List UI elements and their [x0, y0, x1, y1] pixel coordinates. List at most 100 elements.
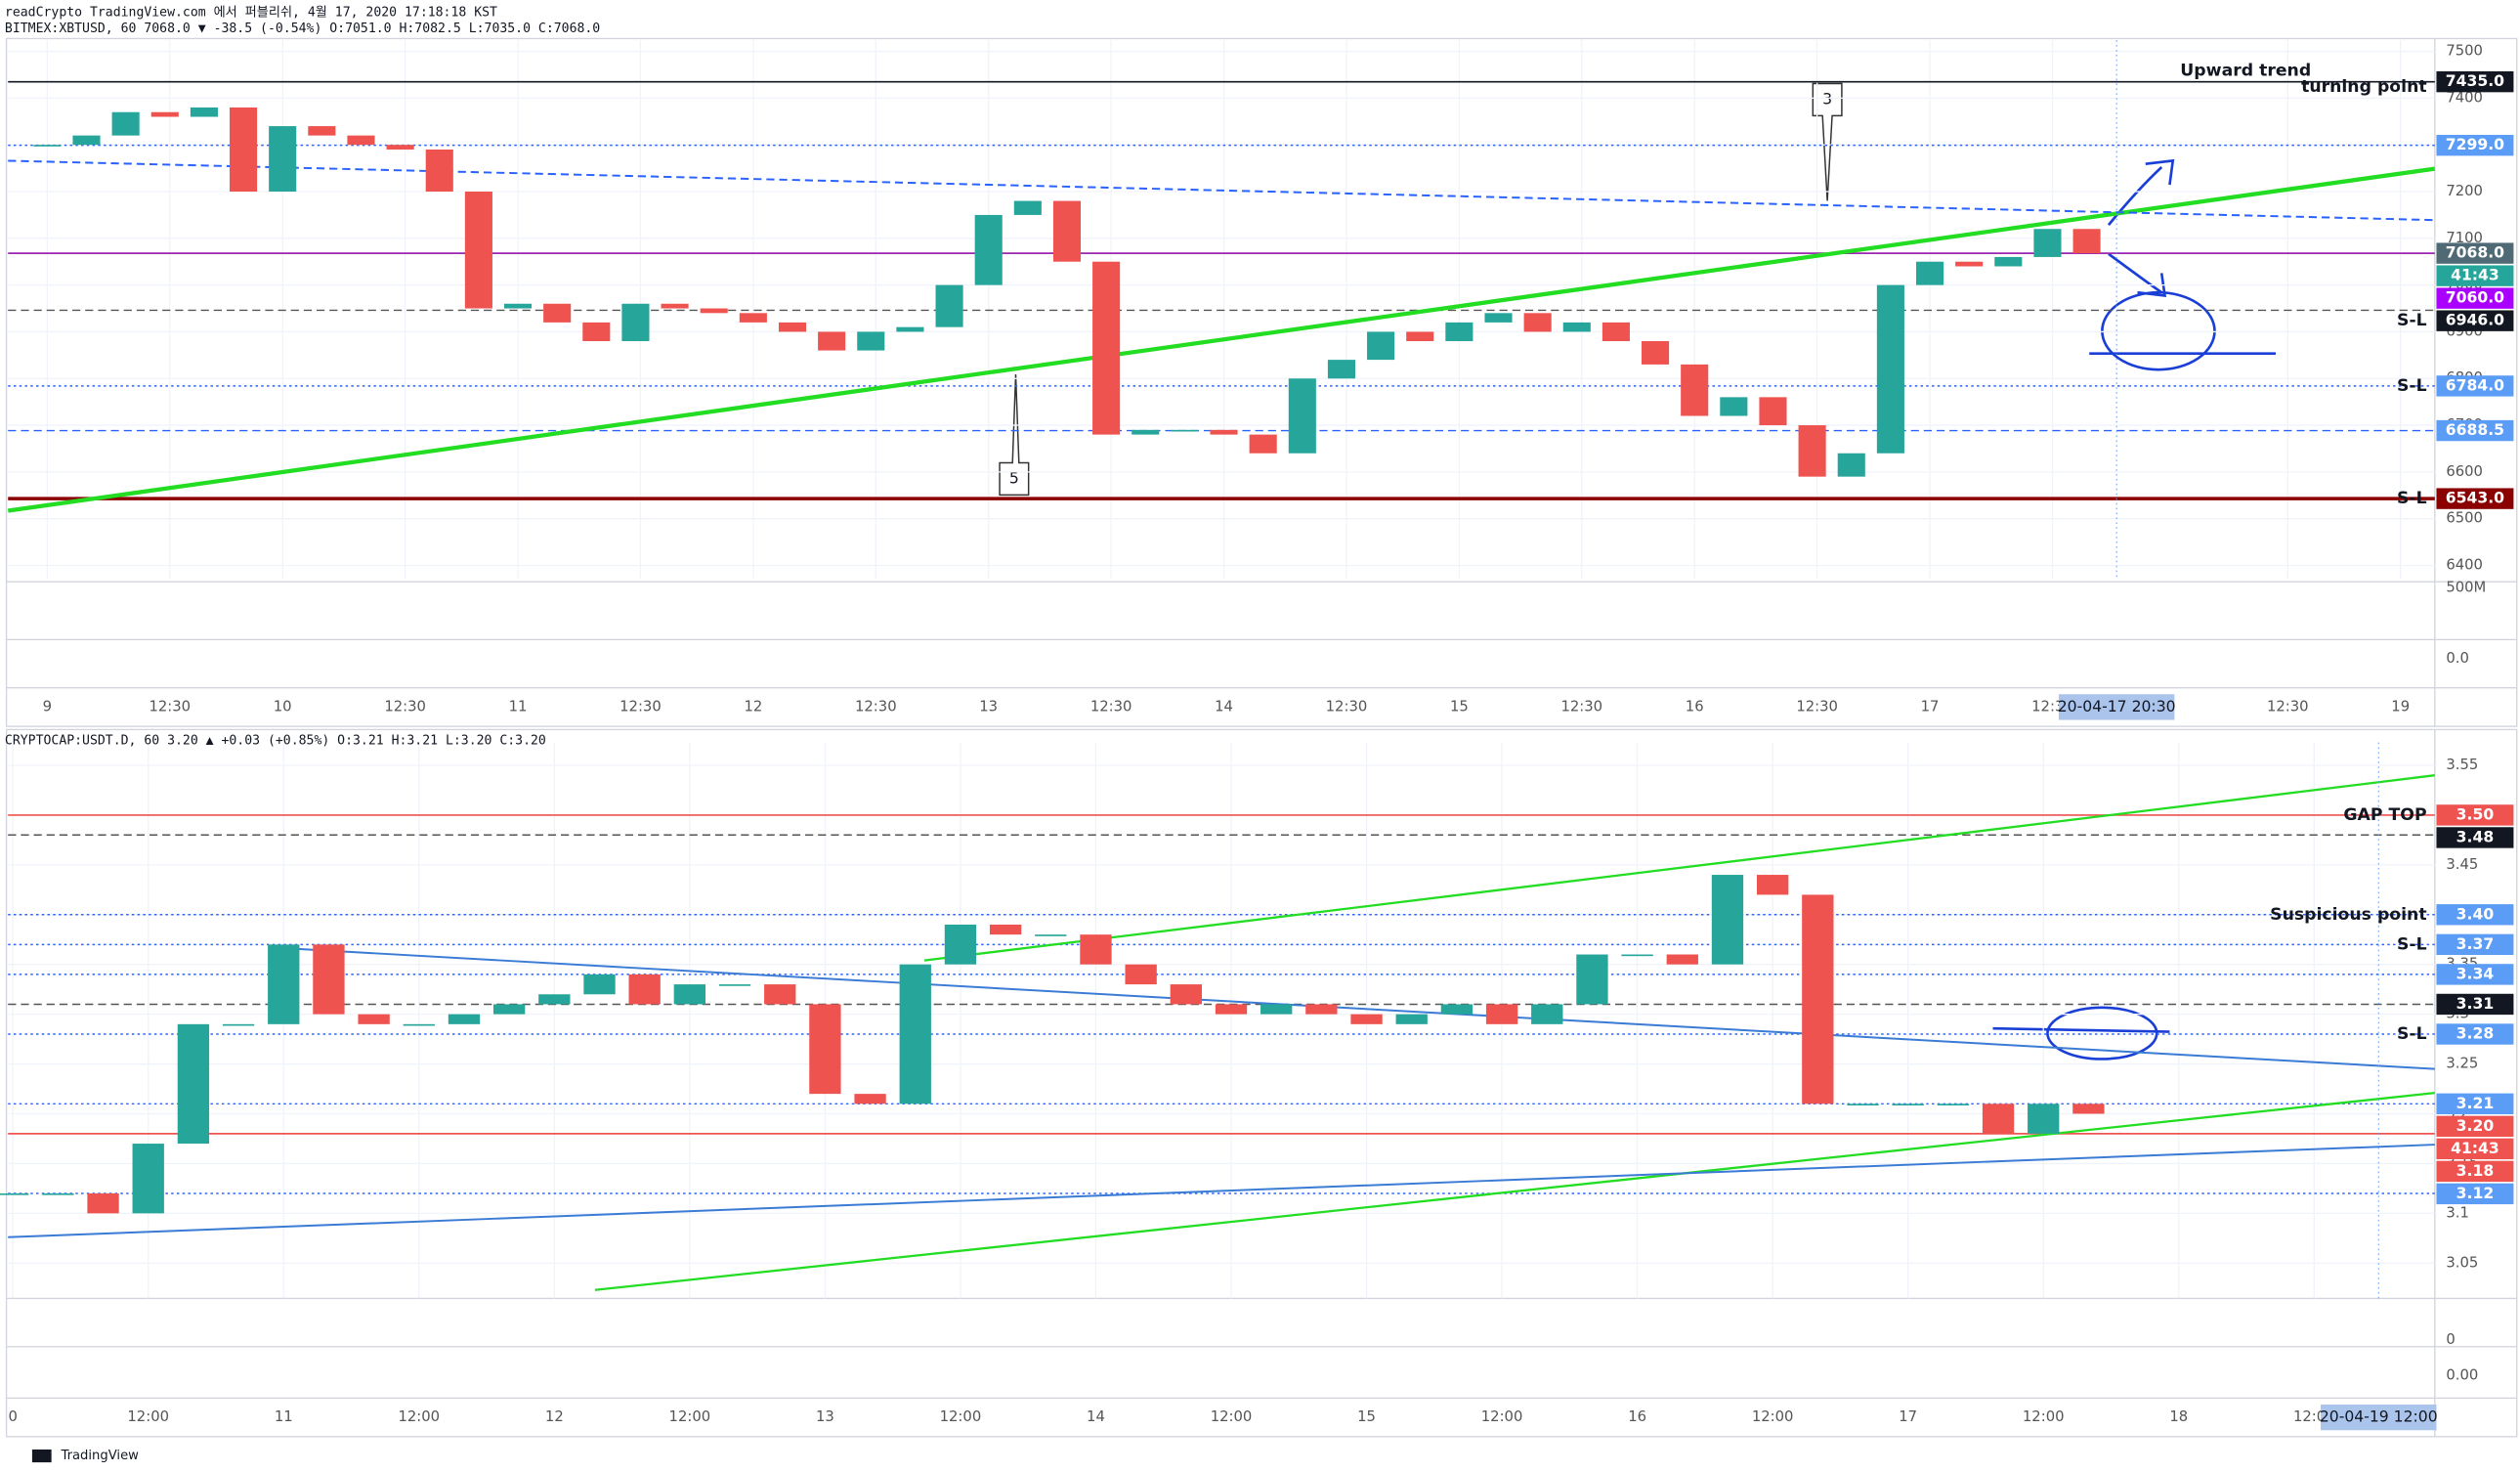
- candle: [1892, 1104, 1924, 1105]
- x-tick-label: 13: [979, 698, 998, 714]
- candle: [1876, 284, 1904, 454]
- candle: [1937, 1104, 1970, 1105]
- candle: [177, 1023, 210, 1145]
- price-label-box: [2436, 804, 2514, 826]
- price-label-box: [2436, 827, 2514, 848]
- y-tick-label: 7100: [2446, 230, 2483, 246]
- price-label-box: [2436, 488, 2514, 509]
- candle: [190, 107, 218, 117]
- candle: [2072, 229, 2101, 254]
- top-frame: [5, 37, 2518, 727]
- candle: [1440, 1004, 1474, 1015]
- x-tick-label: 19: [2391, 698, 2410, 714]
- candle: [1171, 429, 1199, 432]
- candle: [1523, 313, 1552, 332]
- plot: [7, 40, 2436, 579]
- cursor-box: [2058, 694, 2175, 720]
- x-tick-label: 16: [1628, 1408, 1646, 1425]
- candle: [583, 974, 616, 995]
- candle: [1052, 200, 1082, 262]
- candle: [425, 149, 453, 193]
- candle: [1602, 322, 1630, 342]
- candle: [1798, 425, 1826, 477]
- y-tick-label: 3.55: [2446, 757, 2478, 773]
- candle: [1621, 954, 1653, 957]
- candle: [1350, 1014, 1383, 1024]
- candle: [230, 107, 258, 193]
- candle: [33, 145, 62, 147]
- candle: [944, 924, 977, 965]
- x-tick-label: 12:00: [398, 1408, 440, 1425]
- candle: [778, 322, 807, 332]
- x-tick-label: 16: [1686, 698, 1704, 714]
- candle: [1305, 1004, 1338, 1015]
- price-label: 3.40: [2456, 905, 2495, 923]
- price-label: 3.34: [2456, 965, 2495, 982]
- logo: [31, 1449, 52, 1463]
- candle: [1288, 378, 1316, 454]
- x-tick-label: 17: [1899, 1408, 1917, 1425]
- candle: [1215, 1004, 1248, 1015]
- price-label: 6688.5: [2446, 421, 2504, 439]
- candle: [989, 924, 1022, 935]
- price-label-box: [2436, 70, 2514, 93]
- y-tick-label: 7500: [2446, 43, 2483, 60]
- x-tick-label: 11: [509, 698, 528, 714]
- candle: [308, 126, 336, 136]
- level-note: GAP TOP: [2343, 805, 2426, 825]
- candle: [1955, 261, 1984, 267]
- candle: [1681, 364, 1709, 416]
- x-tick-label: 15: [1357, 1408, 1376, 1425]
- level-note: S-L: [2397, 376, 2427, 396]
- cursor-label: 20-04-19 12:00: [2320, 1408, 2438, 1426]
- x-tick-label: 12:30: [855, 698, 897, 714]
- price-label-box: [2436, 242, 2514, 264]
- candle: [1125, 964, 1157, 985]
- candle: [935, 284, 963, 327]
- candle: [132, 1144, 164, 1214]
- volume-tick: 0: [2446, 1331, 2455, 1348]
- candle: [661, 303, 689, 309]
- candle: [503, 303, 533, 309]
- candle: [87, 1192, 119, 1214]
- trend-line: [7, 166, 2436, 513]
- x-tick-label: 12:00: [1481, 1408, 1523, 1425]
- candle: [1666, 954, 1698, 965]
- price-label-box: [2436, 993, 2514, 1016]
- candle: [1249, 434, 1277, 454]
- footer: TradingView: [61, 1449, 140, 1463]
- price-label-box: [2436, 134, 2514, 156]
- candle: [764, 984, 796, 1005]
- y-tick-label: 3.25: [2446, 1056, 2478, 1072]
- callout-text: 5: [1009, 469, 1019, 487]
- x-tick-label: 12:30: [1560, 698, 1602, 714]
- candle: [386, 145, 414, 150]
- price-label: 7435.0: [2446, 72, 2504, 90]
- candle: [111, 111, 140, 136]
- price-label: 6784.0: [2446, 376, 2504, 394]
- x-tick-label: 12:30: [384, 698, 426, 714]
- candle: [1367, 331, 1395, 361]
- x-tick-label: 12:30: [149, 698, 191, 714]
- x-tick-label: 12:30: [1326, 698, 1368, 714]
- trend-line: [594, 1091, 2435, 1291]
- y-tick-label: 6600: [2446, 463, 2483, 480]
- x-tick-label: 12: [744, 698, 762, 714]
- x-tick-label: 14: [1215, 698, 1233, 714]
- y-tick-label: 3.45: [2446, 856, 2478, 873]
- level-note: Suspicious point: [2270, 905, 2426, 925]
- candle: [543, 303, 572, 323]
- level-note: S-L: [2397, 489, 2427, 508]
- bottom-frame: [5, 728, 2518, 1438]
- candle: [1327, 360, 1355, 379]
- candle: [1756, 875, 1789, 895]
- x-tick-label: 14: [1087, 1408, 1105, 1425]
- candle: [1445, 322, 1474, 342]
- price-label: 3.21: [2456, 1095, 2495, 1112]
- candle: [313, 944, 345, 1015]
- countdown: 41:43: [2451, 1140, 2499, 1157]
- x-tick-label: 0: [8, 1408, 17, 1425]
- x-tick-label: 12:00: [127, 1408, 169, 1425]
- circle: [2101, 290, 2216, 371]
